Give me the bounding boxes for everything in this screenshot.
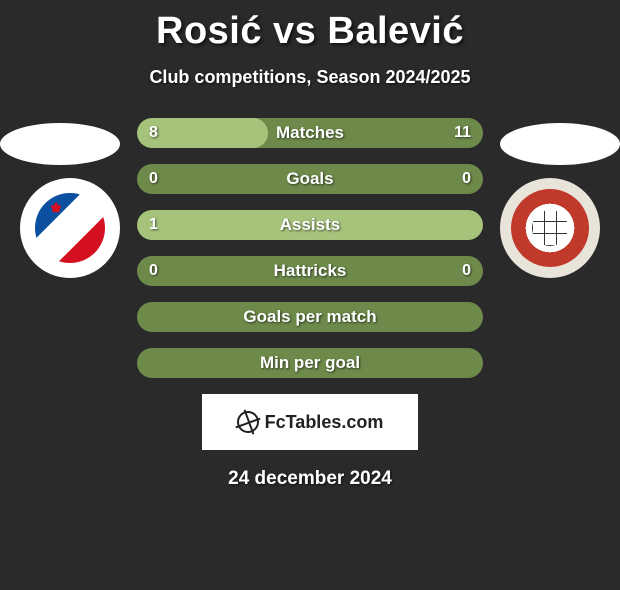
stat-value-right: 0 <box>462 170 471 188</box>
stat-bar: 0 Hattricks 0 <box>137 256 483 286</box>
stats-bars: 8 Matches 11 0 Goals 0 1 Assists 0 Hattricks 0 Goal… <box>137 118 483 378</box>
stat-bar: Goals per match <box>137 302 483 332</box>
stat-label: Hattricks <box>274 261 347 281</box>
stat-value-left: 0 <box>149 170 158 188</box>
stat-value-left: 0 <box>149 262 158 280</box>
stat-label: Assists <box>280 215 340 235</box>
stat-label: Min per goal <box>260 353 360 373</box>
team-badge-left <box>20 178 120 278</box>
player-slot-right <box>500 123 620 165</box>
stat-bar: Min per goal <box>137 348 483 378</box>
date-text: 24 december 2024 <box>0 468 620 490</box>
stat-value-left: 1 <box>149 216 158 234</box>
team-badge-right <box>500 178 600 278</box>
stat-label: Matches <box>276 123 344 143</box>
page-title: Rosić vs Balević <box>0 10 620 53</box>
player-slot-left <box>0 123 120 165</box>
watermark-text: FcTables.com <box>265 412 384 433</box>
stat-bar: 8 Matches 11 <box>137 118 483 148</box>
stat-bar: 1 Assists <box>137 210 483 240</box>
watermark: FcTables.com <box>202 394 418 450</box>
napredak-crest-icon <box>511 189 589 267</box>
stat-value-left: 8 <box>149 124 158 142</box>
page-subtitle: Club competitions, Season 2024/2025 <box>0 67 620 88</box>
vojvodina-crest-icon <box>35 193 105 263</box>
comparison-panel: 8 Matches 11 0 Goals 0 1 Assists 0 Hattricks 0 Goal… <box>0 118 620 490</box>
stat-bar: 0 Goals 0 <box>137 164 483 194</box>
globe-icon <box>237 411 259 433</box>
stat-value-right: 0 <box>462 262 471 280</box>
stat-label: Goals per match <box>243 307 376 327</box>
stat-label: Goals <box>286 169 333 189</box>
stat-value-right: 11 <box>454 124 471 142</box>
